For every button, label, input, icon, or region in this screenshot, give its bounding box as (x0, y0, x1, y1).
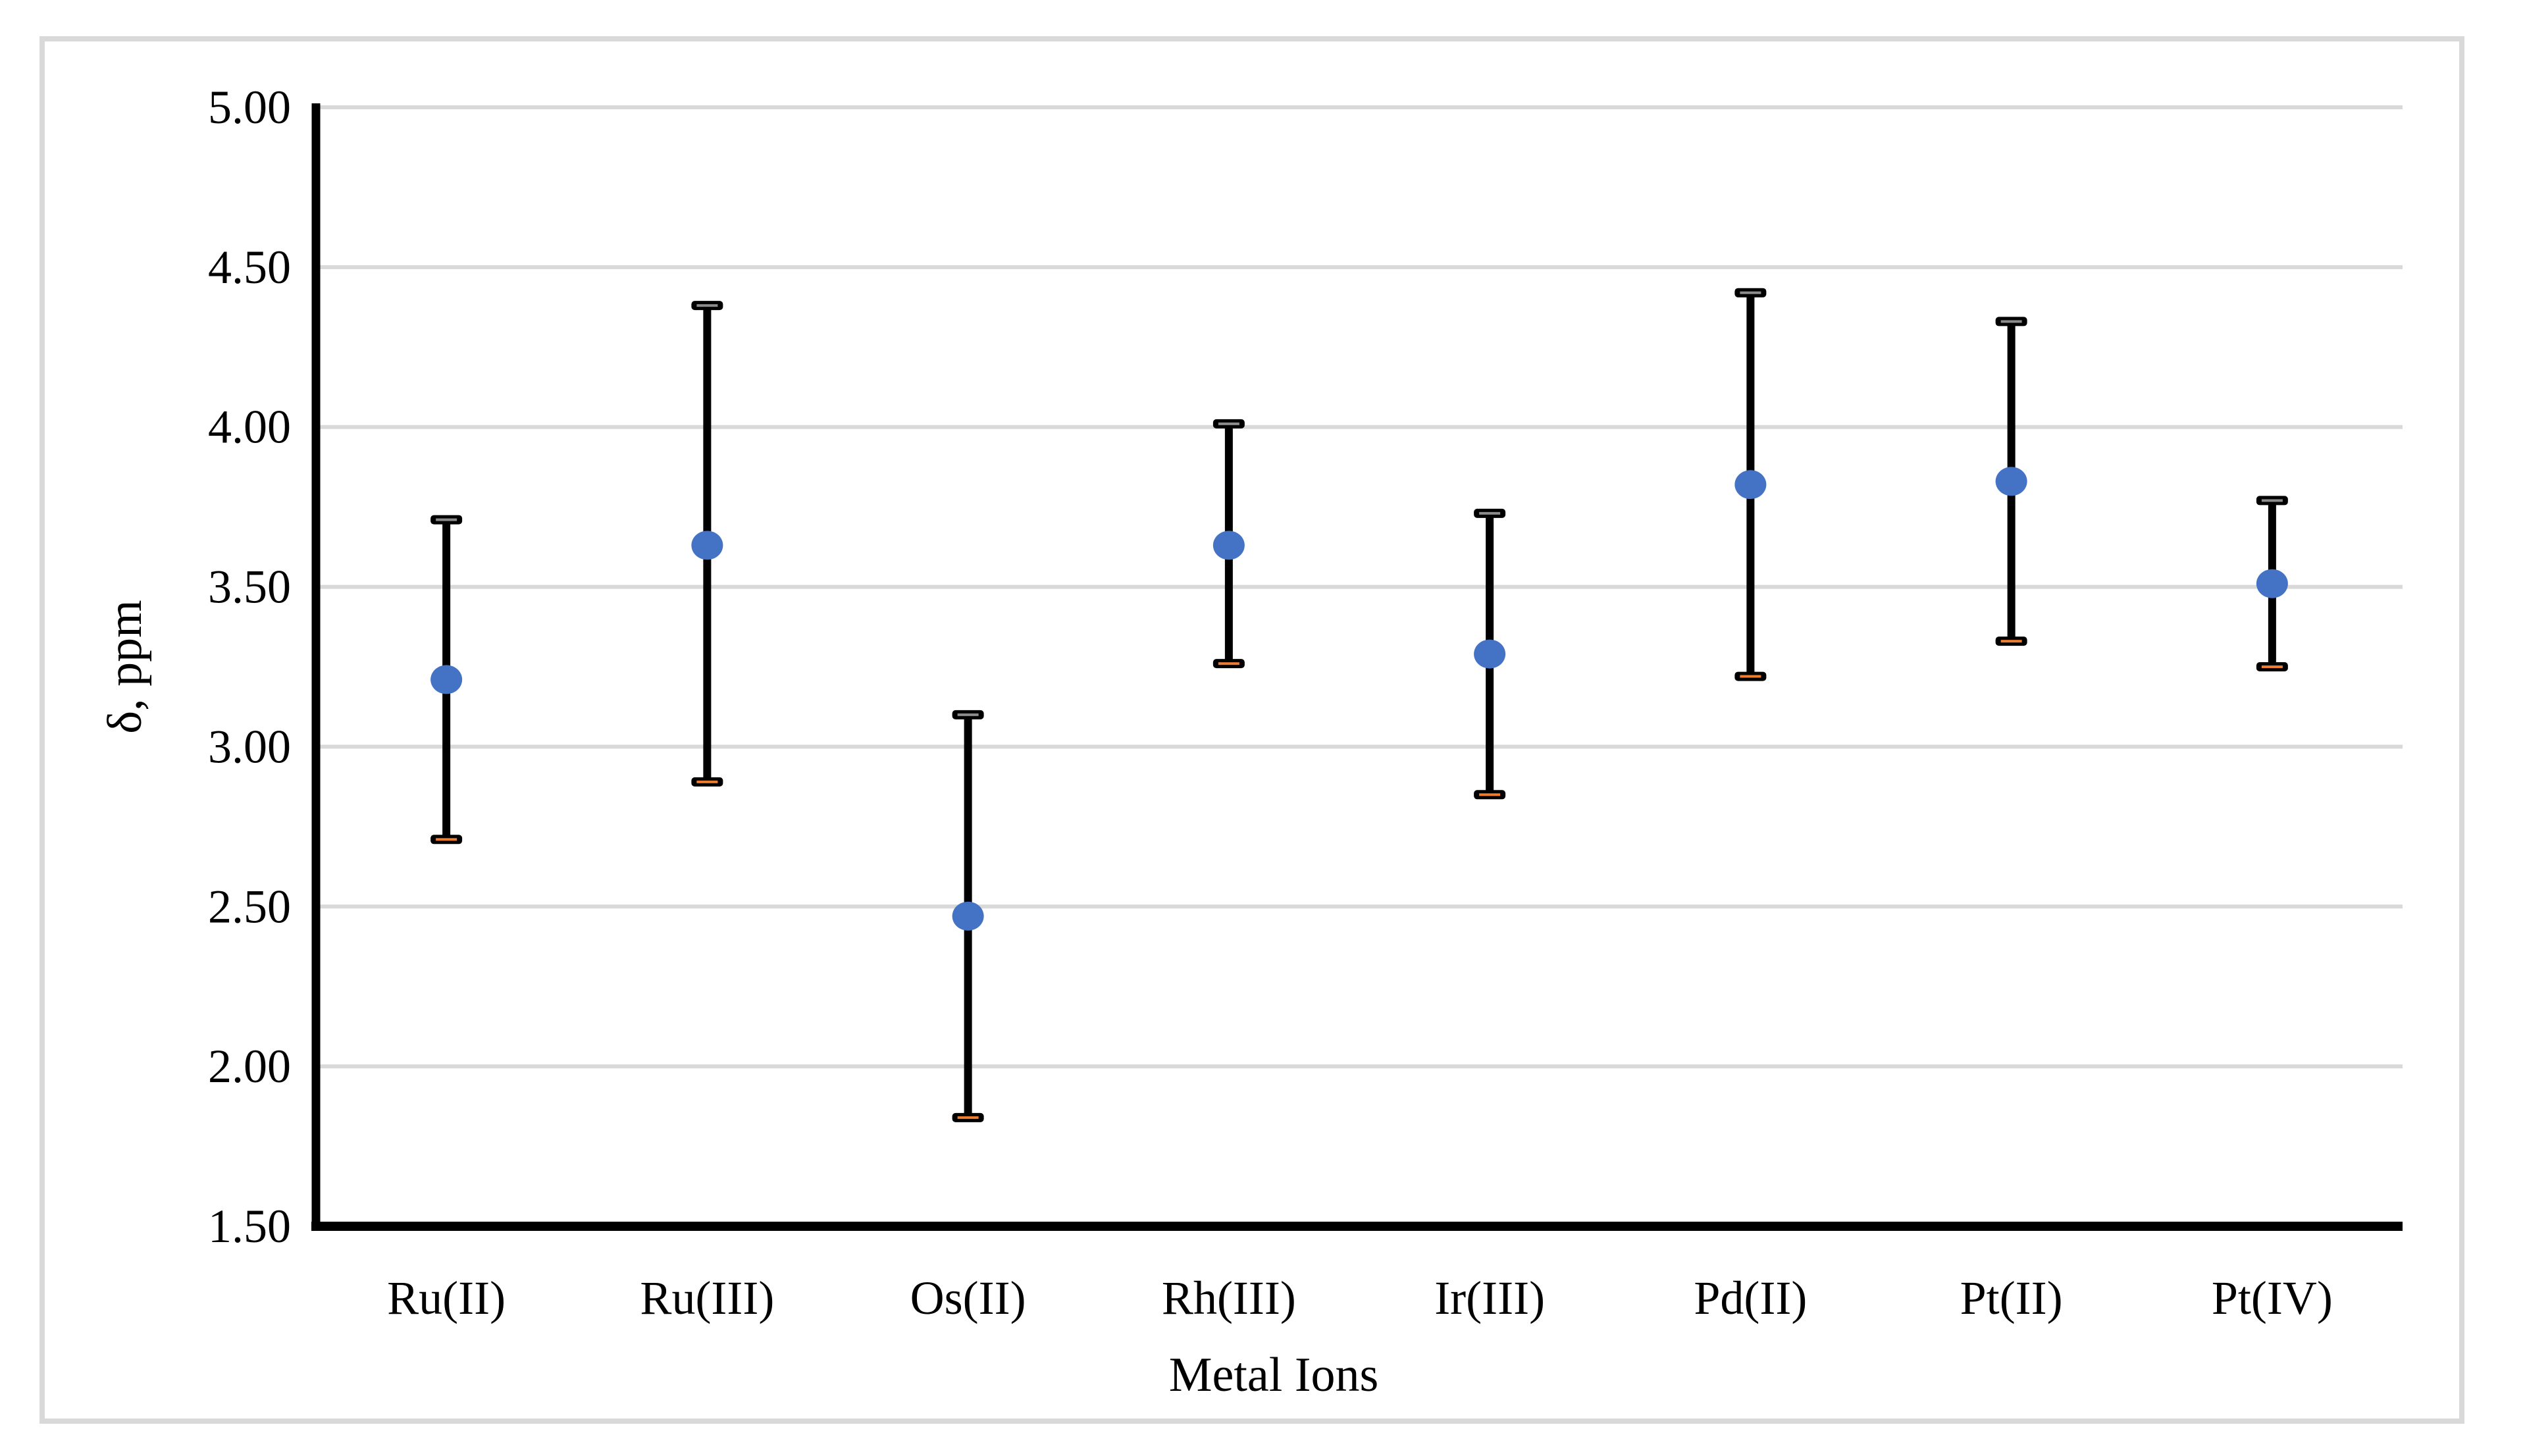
data-point-marker (2256, 569, 2288, 598)
error-cap-bottom-stripe (436, 838, 457, 841)
y-tick-label: 2.00 (208, 1040, 291, 1093)
chart-frame (39, 36, 2464, 1424)
y-tick-label: 1.50 (208, 1200, 291, 1253)
x-category-label: Pt(IV) (2212, 1272, 2333, 1324)
error-cap-bottom-stripe (957, 1116, 979, 1119)
error-cap-top-stripe (1740, 291, 1761, 294)
x-category-label: Os(II) (910, 1272, 1026, 1324)
error-cap-top-stripe (696, 304, 718, 307)
x-category-label: Ru(II) (387, 1272, 506, 1324)
error-cap-top-stripe (2261, 499, 2283, 502)
data-point-marker (1212, 531, 1245, 560)
x-category-label: Ru(III) (640, 1272, 774, 1324)
y-tick-label: 5.00 (208, 81, 291, 134)
data-point-marker (691, 531, 723, 560)
error-cap-top-stripe (957, 713, 979, 716)
error-cap-top-stripe (1479, 511, 1501, 515)
error-cap-bottom-stripe (2261, 665, 2283, 668)
x-category-label: Rh(III) (1162, 1272, 1296, 1324)
x-category-label: Pt(II) (1960, 1272, 2063, 1324)
error-cap-top-stripe (2000, 320, 2022, 323)
y-tick-label: 3.00 (208, 720, 291, 773)
x-axis-title: Metal Ions (1168, 1348, 1379, 1402)
error-cap-top-stripe (436, 518, 457, 521)
y-tick-label: 4.00 (208, 401, 291, 454)
x-category-label: Pd(II) (1694, 1272, 1807, 1324)
error-cap-bottom-stripe (696, 780, 718, 783)
y-tick-label: 3.50 (208, 561, 291, 613)
y-tick-label: 2.50 (208, 880, 291, 933)
y-tick-label: 4.50 (208, 241, 291, 294)
data-point-marker (430, 665, 463, 694)
data-point-marker (1995, 467, 2027, 496)
error-cap-top-stripe (1218, 422, 1239, 425)
error-cap-bottom-stripe (1740, 675, 1761, 678)
error-cap-bottom-stripe (2000, 640, 2022, 643)
data-point-marker (952, 901, 984, 931)
error-cap-bottom-stripe (1218, 662, 1239, 665)
x-category-label: Ir(III) (1434, 1272, 1545, 1324)
error-cap-bottom-stripe (1479, 793, 1501, 796)
y-axis-title: δ, ppm (98, 600, 152, 734)
data-point-marker (1734, 470, 1767, 500)
data-point-marker (1474, 639, 1506, 669)
